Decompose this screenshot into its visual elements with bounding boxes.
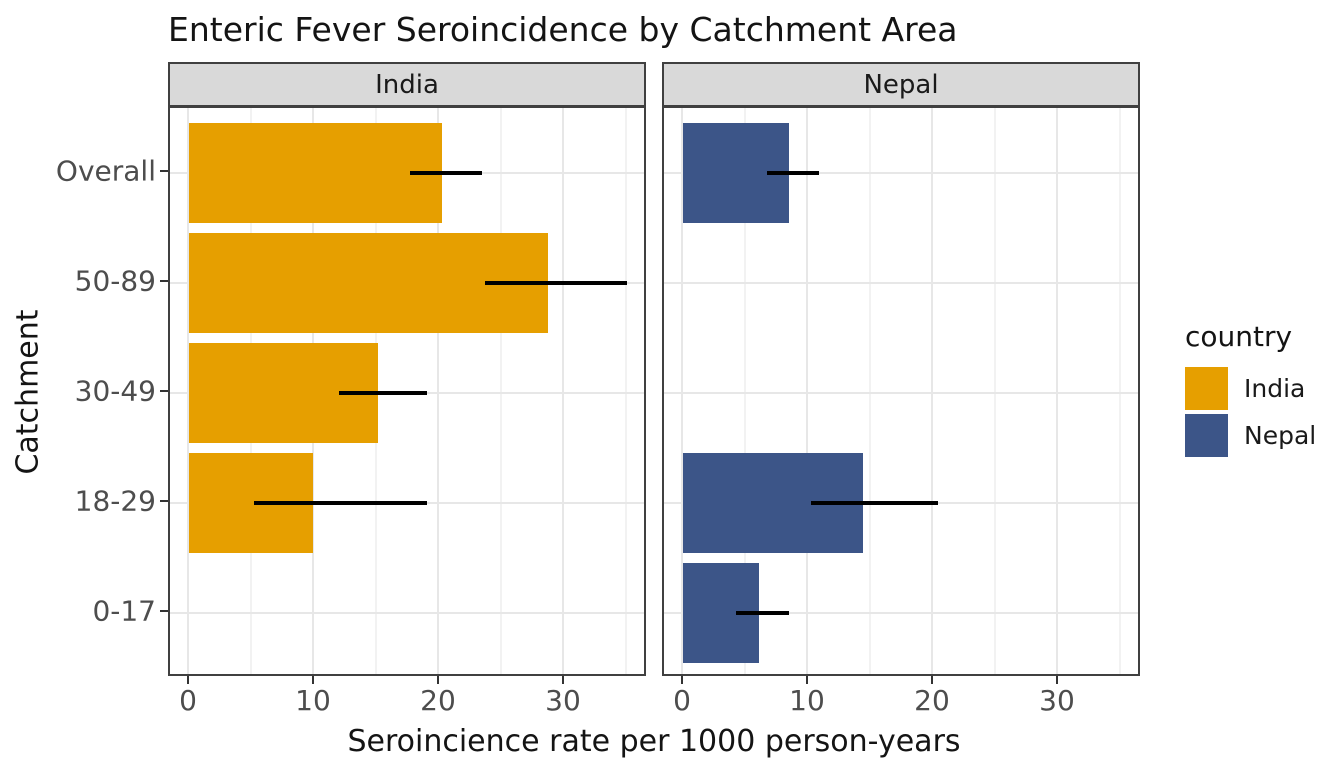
gridline-minor-vertical — [1118, 108, 1121, 674]
gridline-major-vertical — [187, 108, 189, 674]
gridline-minor-vertical — [743, 108, 746, 674]
x-tick-label: 0 — [673, 684, 691, 717]
facet-panel-india — [168, 106, 646, 676]
y-tick — [160, 610, 169, 612]
legend-key-india — [1185, 367, 1228, 410]
errorbar-india-50-89 — [485, 281, 627, 285]
x-tick-label: 30 — [1039, 684, 1075, 717]
errorbar-nepal-18-29 — [810, 501, 938, 505]
facet-panel-nepal — [662, 106, 1140, 676]
gridline-minor-vertical — [993, 108, 996, 674]
y-tick — [160, 280, 169, 282]
x-tick — [1056, 676, 1058, 684]
x-tick — [187, 676, 189, 684]
gridline-major-horizontal — [664, 172, 1138, 174]
gridline-major-horizontal — [664, 392, 1138, 394]
legend-label: India — [1244, 374, 1306, 403]
x-tick — [312, 676, 314, 684]
chart-title: Enteric Fever Seroincidence by Catchment… — [168, 10, 958, 49]
gridline-minor-vertical — [624, 108, 627, 674]
errorbar-nepal-0-17 — [735, 611, 790, 615]
errorbar-nepal-overall — [766, 171, 820, 175]
y-tick-label: 30-49 — [74, 374, 156, 408]
gridline-minor-vertical — [499, 108, 502, 674]
x-tick-label: 10 — [295, 684, 331, 717]
x-tick-label: 20 — [914, 684, 950, 717]
gridline-major-vertical — [931, 108, 933, 674]
y-tick-label: 50-89 — [74, 264, 156, 298]
facet-strip-india: India — [168, 62, 646, 107]
gridline-major-vertical — [1056, 108, 1058, 674]
legend-title: country — [1185, 320, 1293, 353]
gridline-major-vertical — [806, 108, 808, 674]
gridline-major-horizontal — [664, 282, 1138, 284]
x-axis-title: Seroincience rate per 1000 person-years — [347, 724, 961, 759]
x-tick — [931, 676, 933, 684]
legend-items: India Nepal — [1185, 367, 1316, 457]
legend-key-nepal — [1185, 414, 1228, 457]
errorbar-india-overall — [410, 171, 482, 175]
gridline-minor-vertical — [868, 108, 871, 674]
legend-label: Nepal — [1244, 421, 1317, 450]
x-tick — [806, 676, 808, 684]
gridline-major-vertical — [681, 108, 683, 674]
y-tick-label: Overall — [55, 154, 156, 188]
y-tick — [160, 500, 169, 502]
x-tick — [681, 676, 683, 684]
bar-india-overall — [189, 123, 442, 223]
legend: country India Nepal — [1185, 320, 1316, 461]
gridline-major-horizontal — [664, 612, 1138, 614]
gridline-major-horizontal — [170, 612, 644, 614]
facet-strip-nepal: Nepal — [662, 62, 1140, 107]
y-tick-label: 0-17 — [92, 594, 156, 628]
x-tick-label: 20 — [420, 684, 456, 717]
x-tick-label: 0 — [179, 684, 197, 717]
errorbar-india-30-49 — [339, 391, 427, 395]
x-tick-label: 10 — [789, 684, 825, 717]
gridline-major-vertical — [562, 108, 564, 674]
x-tick-label: 30 — [545, 684, 581, 717]
x-tick — [562, 676, 564, 684]
legend-item-nepal: Nepal — [1185, 414, 1316, 457]
y-tick — [160, 390, 169, 392]
x-tick — [437, 676, 439, 684]
legend-item-india: India — [1185, 367, 1316, 410]
y-tick-label: 18-29 — [74, 484, 156, 518]
errorbar-india-18-29 — [254, 501, 427, 505]
gridline-major-vertical — [437, 108, 439, 674]
y-tick — [160, 170, 169, 172]
